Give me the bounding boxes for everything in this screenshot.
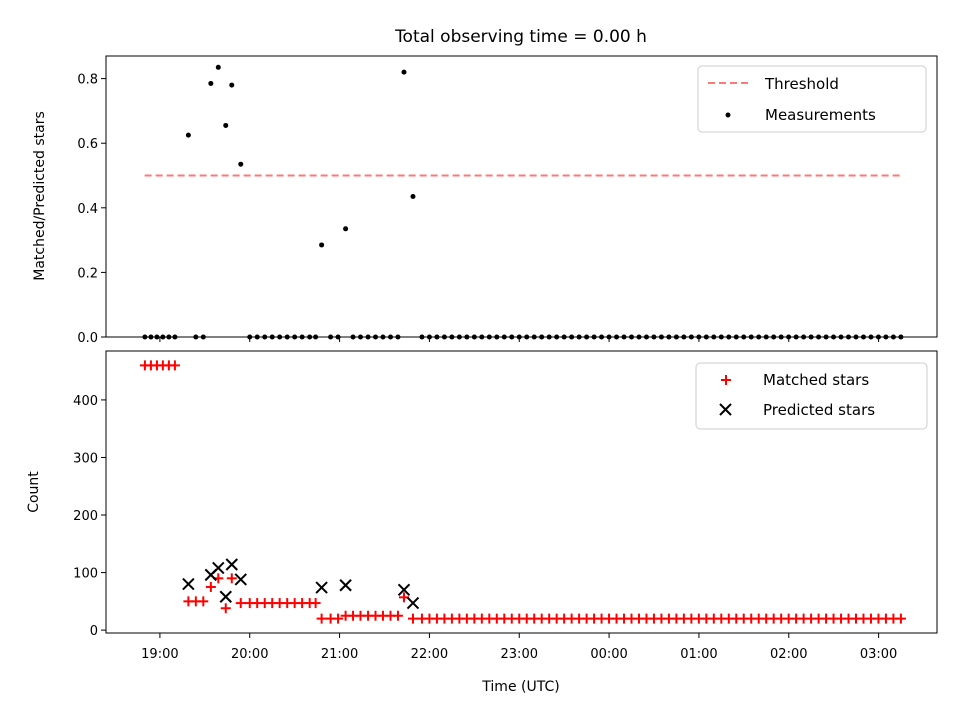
matched-star-point <box>205 581 216 592</box>
matched-star-point <box>398 592 409 603</box>
bottom-y-tick-label: 400 <box>73 394 98 409</box>
top-x-ticks <box>159 337 880 342</box>
bottom-legend-box <box>695 362 928 430</box>
top-y-tick-label: 0.6 <box>77 137 98 152</box>
top-y-axis-label: Matched/Predicted stars <box>32 111 48 281</box>
predicted-star-point <box>182 577 195 591</box>
predicted-star-point <box>339 579 352 592</box>
bottom-x-axis-label: Time (UTC) <box>481 679 559 695</box>
predicted-star-point <box>225 558 238 571</box>
matched-star-point <box>235 598 246 609</box>
legend-measurements-swatch <box>725 112 731 118</box>
top-axes-frame <box>105 55 938 338</box>
legend-threshold-label: Threshold <box>764 75 839 93</box>
legend-matched-label: Matched stars <box>763 371 869 389</box>
predicted-star-point <box>406 596 420 610</box>
matched-star-point <box>226 573 237 584</box>
bottom-x-tick-label: 03:00 <box>860 647 897 662</box>
measurement-point <box>223 122 229 128</box>
bottom-x-axis: 19:00 20:00 21:00 22:00 23:00 00:00 01:00 02:00… <box>141 633 897 662</box>
bottom-panel: 0 100 200 300 400 19:00 20:00 21:00 22:00 23:00 0… <box>26 350 938 695</box>
bottom-legend: Matched stars Predicted stars <box>695 362 928 430</box>
bottom-x-tick-label: 00:00 <box>590 647 627 662</box>
top-y-tick-label: 0.0 <box>77 331 98 346</box>
matched-star-point <box>407 613 418 624</box>
measurement-point <box>208 80 214 86</box>
bottom-y-axis: 0 100 200 300 400 <box>73 394 106 639</box>
predicted-star-point <box>397 583 411 597</box>
bottom-x-tick-label: 20:00 <box>231 647 268 662</box>
bottom-x-tick-label: 19:00 <box>141 647 178 662</box>
legend-predicted-label: Predicted stars <box>763 401 875 419</box>
bottom-y-tick-label: 300 <box>73 451 98 466</box>
measurement-point <box>410 194 416 199</box>
legend-measurements-label: Measurements <box>765 106 876 124</box>
predicted-star-point <box>212 561 225 575</box>
measurement-point <box>343 226 349 232</box>
matched-star-point <box>895 613 906 624</box>
measurement-point <box>401 69 407 75</box>
bottom-y-tick-label: 200 <box>73 509 98 524</box>
predicted-star-point <box>234 573 247 586</box>
measurement-point <box>215 64 221 70</box>
matched-star-point <box>169 360 180 371</box>
matched-star-point <box>392 610 403 621</box>
measurement-point <box>238 161 244 167</box>
measurement-point <box>229 82 235 88</box>
bottom-x-tick-label: 01:00 <box>680 647 717 662</box>
predicted-star-point <box>219 590 232 603</box>
predicted-star-point <box>315 581 328 594</box>
top-y-tick-label: 0.2 <box>77 266 98 281</box>
bottom-y-axis-label: Count <box>26 471 42 513</box>
bottom-plot-area <box>139 360 906 624</box>
bottom-y-tick-label: 100 <box>73 567 98 582</box>
bottom-x-tick-label: 22:00 <box>411 647 448 662</box>
bottom-y-tick-label: 0 <box>90 624 98 639</box>
bottom-x-tick-label: 21:00 <box>321 647 358 662</box>
matched-star-point <box>310 598 321 609</box>
top-y-axis: 0.0 0.2 0.4 0.6 0.8 <box>77 73 106 346</box>
top-y-tick-label: 0.4 <box>77 202 98 217</box>
legend-matched-swatch <box>721 375 731 385</box>
matched-star-point <box>333 613 344 624</box>
top-legend-box <box>697 65 927 133</box>
matched-star-point <box>198 596 209 607</box>
chart-title: Total observing time = 0.00 h <box>394 27 647 47</box>
top-y-tick-label: 0.8 <box>77 73 98 88</box>
legend-predicted-swatch <box>719 403 732 416</box>
bottom-x-tick-label: 02:00 <box>770 647 807 662</box>
matched-star-point <box>220 603 231 614</box>
measurement-point <box>185 132 191 138</box>
bottom-x-tick-label: 23:00 <box>501 647 538 662</box>
matched-star-point <box>316 613 327 624</box>
bottom-axes-frame <box>105 350 938 634</box>
top-panel: 0.00.20.40.60.8 Matched/Predicted stars … <box>32 55 938 346</box>
top-legend: Threshold Measurements <box>697 65 927 133</box>
measurement-point <box>319 242 325 248</box>
